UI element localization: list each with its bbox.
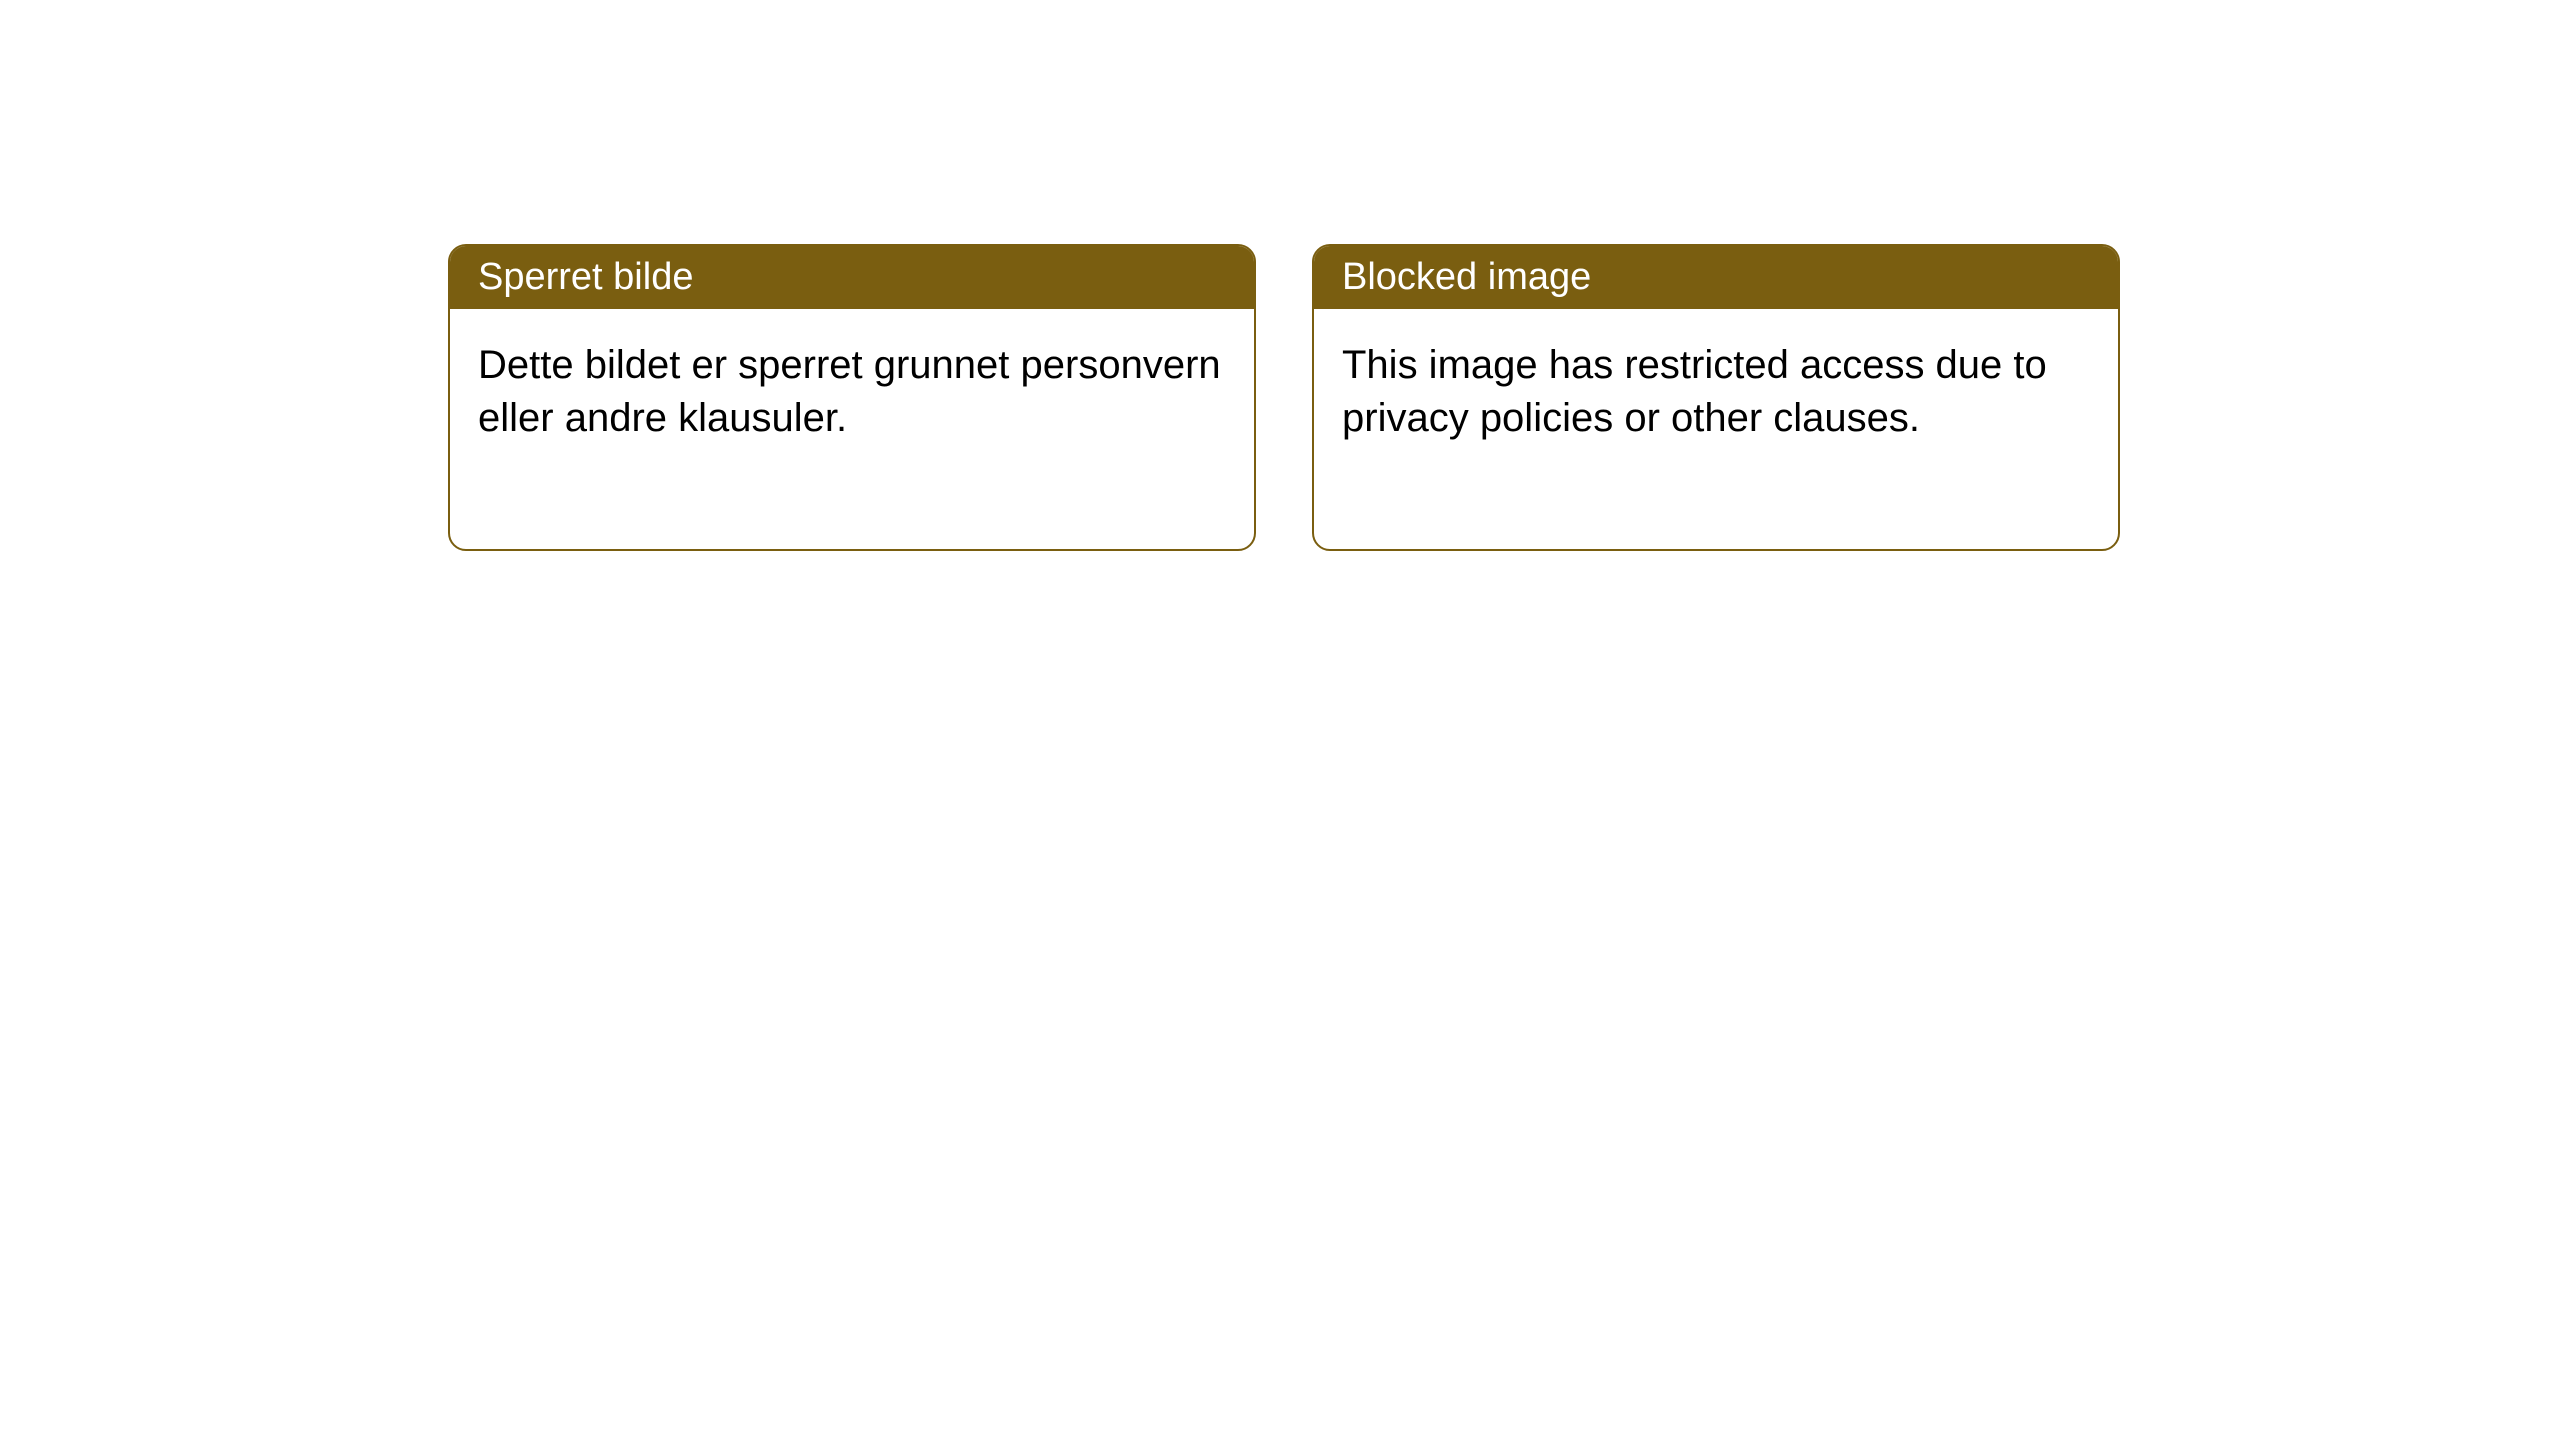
notice-card-english: Blocked image This image has restricted … [1312,244,2120,551]
notice-body: This image has restricted access due to … [1314,309,2118,549]
notice-text: This image has restricted access due to … [1342,343,2047,440]
notice-header: Sperret bilde [450,246,1254,309]
notice-title: Blocked image [1342,256,1591,298]
notice-header: Blocked image [1314,246,2118,309]
notice-text: Dette bildet er sperret grunnet personve… [478,343,1221,440]
notice-container: Sperret bilde Dette bildet er sperret gr… [0,0,2560,551]
notice-title: Sperret bilde [478,256,693,298]
notice-card-norwegian: Sperret bilde Dette bildet er sperret gr… [448,244,1256,551]
notice-body: Dette bildet er sperret grunnet personve… [450,309,1254,549]
